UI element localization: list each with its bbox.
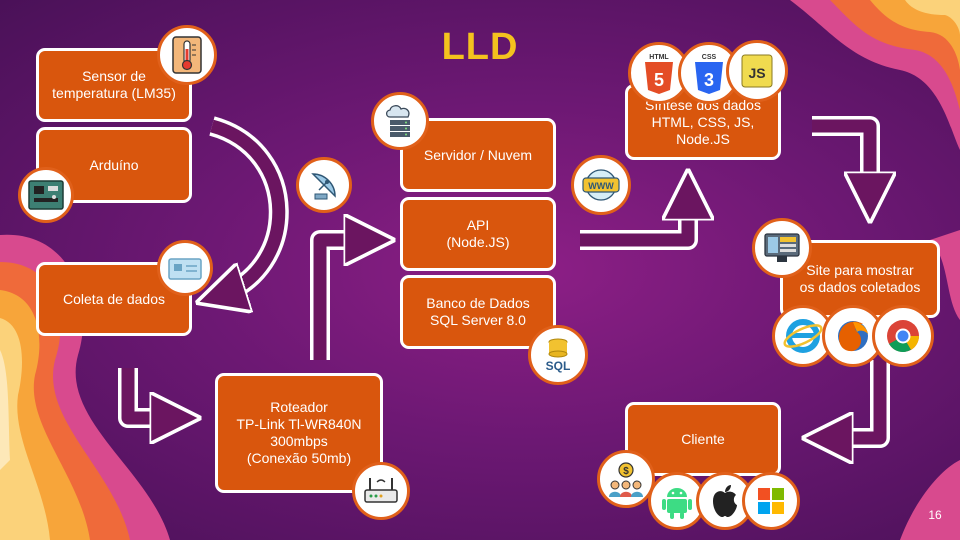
arrow-coleta-to-roteador [118, 368, 178, 428]
arduino-board-icon [18, 167, 74, 223]
sql-database-icon: SQL [528, 325, 588, 385]
chrome-icon [872, 305, 934, 367]
css-label: CSS [702, 54, 717, 61]
www-globe-icon: WWW [571, 155, 631, 215]
node-roteador: Roteador TP-Link Tl-WR840N 300mbps (Cone… [215, 373, 383, 493]
page-number: 16 [928, 508, 942, 522]
arrow-arduino-to-coleta [208, 116, 289, 306]
router-icon [352, 462, 410, 520]
javascript-icon: JS [726, 40, 788, 102]
slide-title: LLD [441, 26, 519, 68]
monitor-dashboard-icon [752, 218, 812, 278]
thermometer-icon [157, 25, 217, 85]
svg-text:5: 5 [654, 70, 664, 90]
sql-label: SQL [546, 359, 571, 373]
www-label: WWW [588, 181, 614, 191]
svg-text:3: 3 [704, 70, 714, 90]
arrow-roteador-to-api [310, 230, 372, 360]
js-label: JS [748, 65, 765, 81]
arrow-sintese-to-site [812, 116, 880, 200]
internet-explorer-icon [772, 305, 834, 367]
firefox-icon [822, 305, 884, 367]
satellite-dish-icon [296, 157, 352, 213]
users-money-icon: $ [597, 450, 655, 508]
html-label: HTML [649, 54, 669, 61]
windows-icon [742, 472, 800, 530]
arrow-site-to-cliente [825, 360, 890, 448]
data-card-icon [157, 240, 213, 296]
html5-icon: HTML 5 [628, 42, 690, 104]
node-banco-de-dados: Banco de Dados SQL Server 8.0 [400, 275, 556, 349]
cloud-server-icon [371, 92, 429, 150]
svg-text:$: $ [623, 466, 629, 477]
node-api: API (Node.JS) [400, 197, 556, 271]
